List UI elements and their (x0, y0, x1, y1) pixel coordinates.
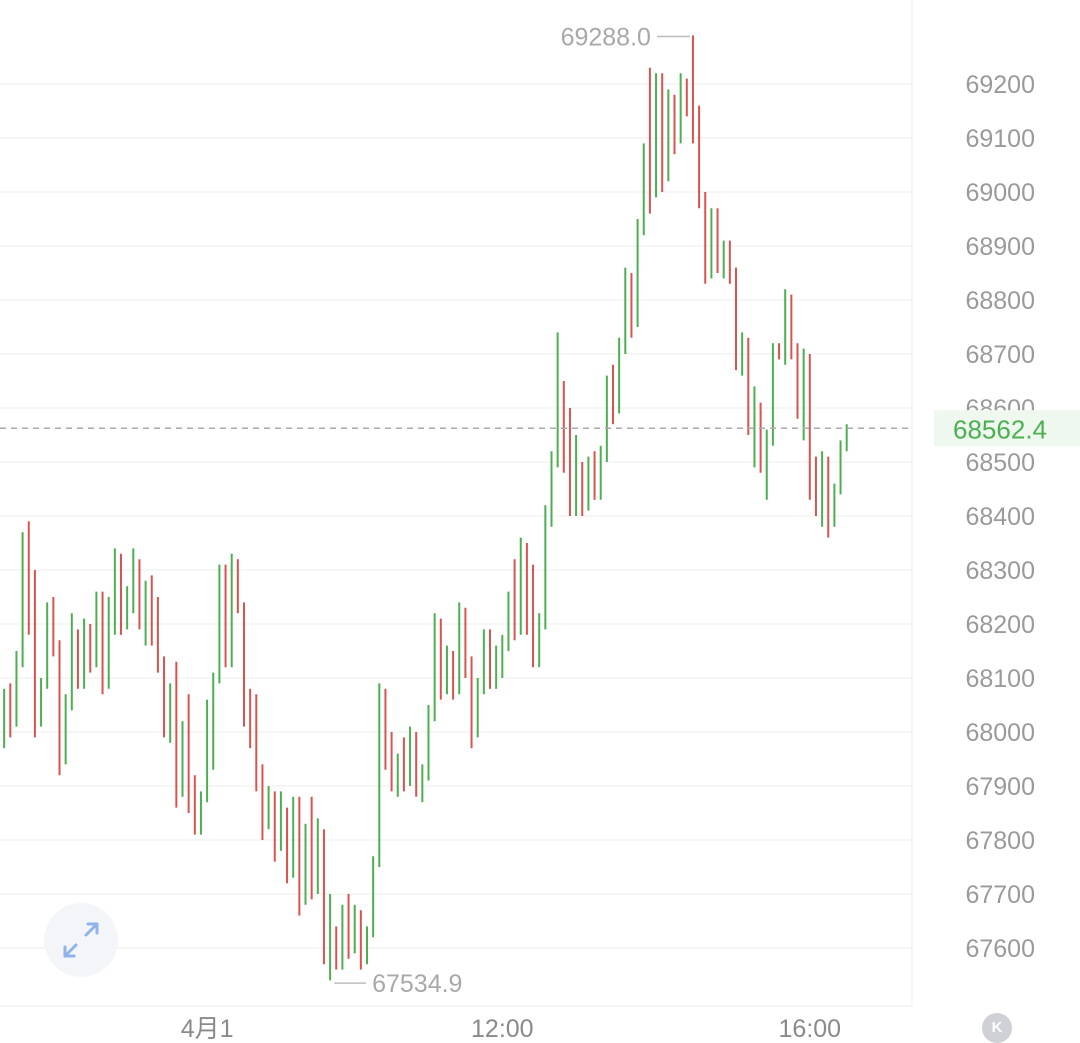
expand-icon (63, 922, 99, 958)
high-price-label: 69288.0 (561, 23, 651, 51)
y-tick-label: 68000 (965, 719, 1035, 747)
y-tick-label: 67900 (965, 773, 1035, 801)
y-tick-label: 68400 (965, 503, 1035, 531)
x-axis: 4月1 12:00 16:00 (181, 1015, 841, 1043)
y-tick-label: 68800 (965, 287, 1035, 315)
y-tick-label: 69100 (965, 125, 1035, 153)
extreme-markers: 69288.0 67534.9 (334, 23, 690, 998)
grid-lines (0, 83, 912, 949)
y-tick-label: 67700 (965, 881, 1035, 909)
x-tick-label: 12:00 (471, 1015, 534, 1043)
y-axis: 6920069100690006890068800687006860068500… (965, 71, 1035, 963)
current-price-badge (934, 410, 1080, 447)
y-tick-label: 67600 (965, 935, 1035, 963)
y-tick-label: 68700 (965, 341, 1035, 369)
x-tick-label: 16:00 (779, 1015, 842, 1043)
k-icon: K (991, 1019, 1003, 1036)
y-tick-label: 69000 (965, 179, 1035, 207)
current-price-label: 68562.4 (953, 414, 1047, 444)
y-tick-label: 68100 (965, 665, 1035, 693)
y-tick-label: 69200 (965, 71, 1035, 99)
y-tick-label: 67800 (965, 827, 1035, 855)
candles (3, 35, 848, 981)
y-tick-label: 68500 (965, 449, 1035, 477)
y-tick-label: 68300 (965, 557, 1035, 585)
low-price-label: 67534.9 (372, 970, 462, 998)
y-tick-label: 68900 (965, 233, 1035, 261)
current-price-line: 68562.4 (0, 410, 1080, 447)
y-tick-label: 68200 (965, 611, 1035, 639)
k-line-toggle-button[interactable]: K (982, 1013, 1012, 1043)
fullscreen-button[interactable] (44, 903, 118, 977)
x-tick-label: 4月1 (181, 1015, 234, 1043)
